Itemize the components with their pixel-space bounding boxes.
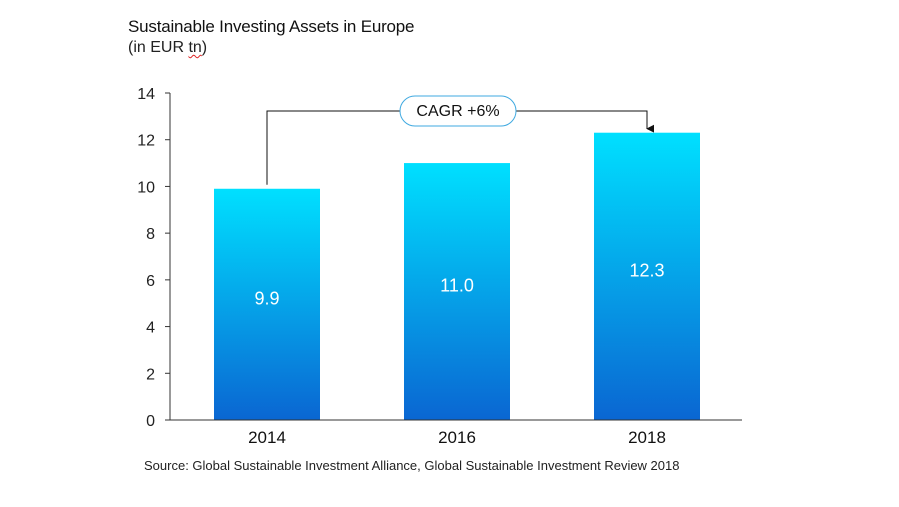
source-note: Source: Global Sustainable Investment Al…: [144, 458, 680, 473]
bar-2014: [214, 188, 320, 420]
chart-subtitle: (in EUR tn): [128, 39, 207, 57]
cagr-badge: [399, 95, 517, 127]
bar-value-label: 11.0: [440, 276, 474, 296]
y-tick-label: 6: [146, 273, 155, 290]
y-tick-label: 10: [137, 179, 155, 196]
x-tick-label: 2016: [438, 428, 476, 447]
x-tick-label: 2018: [628, 428, 666, 447]
subtitle-prefix: (in EUR: [128, 39, 189, 56]
bar-value-label: 12.3: [629, 260, 664, 280]
x-axis: 2014 2016 2018: [170, 419, 742, 447]
y-axis: 0 2 4 6 8 10 12 14: [137, 86, 171, 430]
y-tick-label: 8: [146, 226, 155, 243]
bars: 9.9 11.0 12.3: [214, 132, 700, 421]
subtitle-suffix: ): [201, 39, 208, 56]
bar-2016: [404, 163, 510, 421]
cagr-label: CAGR +6%: [416, 103, 499, 120]
y-tick-label: 2: [146, 366, 155, 383]
bar-value-label: 9.9: [254, 288, 279, 308]
y-tick-label: 0: [146, 413, 155, 430]
y-tick-label: 4: [146, 320, 155, 337]
chart-title: Sustainable Investing Assets in Europe: [128, 17, 415, 36]
x-tick-label: 2014: [248, 428, 286, 447]
cagr-annotation: CAGR +6%: [266, 95, 655, 185]
y-tick-label: 12: [137, 133, 155, 150]
subtitle-unit: tn: [188, 39, 202, 56]
bar-2018: [594, 132, 700, 420]
y-tick-label: 14: [137, 86, 155, 103]
